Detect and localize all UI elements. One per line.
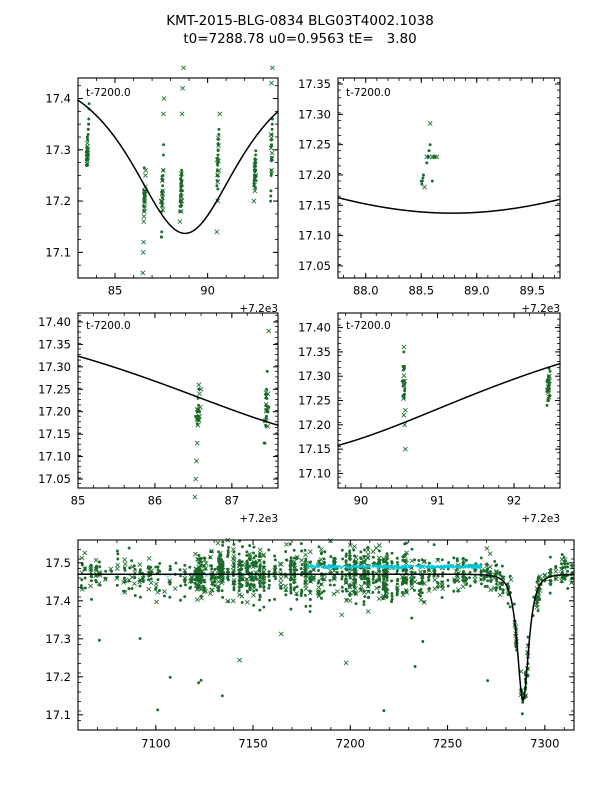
svg-text:17.25: 17.25: [298, 394, 331, 408]
axis-ticks: [77, 78, 278, 279]
model-curve: [337, 196, 561, 214]
panel-annotation: t-7200.0: [86, 320, 131, 332]
svg-text:17.3: 17.3: [45, 143, 71, 157]
axis-ticks: [338, 313, 561, 488]
svg-text:17.25: 17.25: [38, 382, 71, 396]
svg-text:17.40: 17.40: [298, 321, 331, 335]
svg-text:7250: 7250: [433, 737, 462, 751]
panel-annotation: t-7200.0: [346, 87, 391, 99]
svg-text:85: 85: [71, 494, 86, 508]
panel-top-left: 85 90 17.1 17.2 17.3 17.4 t-7200.0 +7.2e3: [0, 60, 300, 315]
svg-text:17.10: 17.10: [298, 229, 331, 243]
svg-text:7300: 7300: [530, 737, 559, 751]
x-offset-label: +7.2e3: [521, 303, 560, 315]
figure-title-line2: t0=7288.78 u0=0.9563 tE= 3.80: [183, 31, 417, 47]
axis-tick-labels: 85 90 17.1 17.2 17.3 17.4: [45, 92, 215, 298]
svg-text:17.20: 17.20: [38, 405, 71, 419]
svg-text:17.20: 17.20: [298, 418, 331, 432]
svg-text:92: 92: [507, 494, 522, 508]
panel-top-right: 88.0 88.5 89.0 89.5 17.05 17.10 17.15 17.20 17.2…: [298, 60, 600, 315]
svg-text:17.4: 17.4: [45, 92, 71, 106]
panel-annotation: t-7200.0: [346, 320, 391, 332]
panel-mid-left: 85 86 87 17.05 17.10 17.15 17.20 17.25 17.30 17.3…: [0, 295, 300, 535]
axis-tick-labels: 88.0 88.5 89.0 89.5 17.05 17.10 17.15 17.20 17.2…: [298, 77, 545, 297]
axis-ticks: [338, 78, 560, 278]
plot-background: [338, 78, 560, 278]
axis-tick-labels: 90 91 92 17.10 17.15 17.20 17.25 17.30 17.35 17.4…: [298, 321, 521, 508]
axes-frame: [77, 77, 279, 279]
axis-ticks: [77, 539, 574, 731]
svg-text:17.35: 17.35: [38, 337, 71, 351]
svg-text:17.05: 17.05: [38, 472, 71, 486]
svg-text:88.0: 88.0: [353, 284, 379, 298]
panel-mid-right: 90 91 92 17.10 17.15 17.20 17.25 17.30 17.35 17.4…: [298, 295, 600, 535]
svg-text:7150: 7150: [238, 737, 267, 751]
svg-text:17.3: 17.3: [45, 632, 71, 646]
svg-text:17.30: 17.30: [298, 369, 331, 383]
svg-text:17.25: 17.25: [298, 138, 331, 152]
plot-background: [78, 78, 278, 278]
svg-text:87: 87: [225, 494, 240, 508]
svg-text:17.10: 17.10: [298, 466, 331, 480]
data-series-green: [192, 328, 272, 500]
svg-text:17.35: 17.35: [298, 345, 331, 359]
x-offset-label: +7.2e3: [521, 513, 560, 525]
panel-bottom-plotarea: 7100 7150 7200 7250 7300 17.1 17.2 17.3 17.4 17.5: [45, 537, 575, 751]
svg-text:17.15: 17.15: [298, 198, 331, 212]
svg-text:17.05: 17.05: [298, 259, 331, 273]
svg-text:89.5: 89.5: [519, 284, 545, 298]
svg-text:17.30: 17.30: [298, 107, 331, 121]
data-series-green: [419, 121, 440, 190]
svg-text:7100: 7100: [141, 737, 170, 751]
model-curve: [77, 99, 279, 235]
panel-mid-left-plotarea: 85 86 87 17.05 17.10 17.15 17.20 17.25 17.30 17.3…: [38, 312, 279, 508]
svg-text:90: 90: [354, 494, 369, 508]
figure-title-line1: KMT-2015-BLG-0834 BLG03T4002.1038: [166, 13, 434, 29]
plot-background: [338, 313, 560, 488]
axes-frame: [77, 312, 279, 489]
axis-tick-labels: 85 86 87 17.05 17.10 17.15 17.20 17.25 17.30 17.3…: [38, 315, 239, 508]
svg-text:17.15: 17.15: [38, 427, 71, 441]
axis-tick-labels: 7100 7150 7200 7250 7300 17.1 17.2 17.3 17.4 17.5: [45, 556, 559, 750]
panel-annotation: t-7200.0: [86, 87, 131, 99]
data-series-green: [400, 344, 552, 452]
svg-text:17.1: 17.1: [45, 708, 71, 722]
svg-text:17.15: 17.15: [298, 442, 331, 456]
plot-background: [78, 313, 278, 488]
panel-bottom: 7100 7150 7200 7250 7300 17.1 17.2 17.3 17.4 17.5: [0, 525, 600, 800]
svg-text:17.2: 17.2: [45, 670, 71, 684]
svg-text:85: 85: [108, 284, 123, 298]
svg-text:86: 86: [148, 494, 163, 508]
panel-mid-right-plotarea: 90 91 92 17.10 17.15 17.20 17.25 17.30 17.35 17.4…: [298, 312, 561, 508]
axes-frame: [337, 77, 561, 279]
data-series-green: [84, 65, 275, 276]
svg-text:17.35: 17.35: [298, 77, 331, 91]
axis-ticks: [77, 313, 279, 488]
figure-title: KMT-2015-BLG-0834 BLG03T4002.1038 t0=728…: [0, 12, 600, 48]
svg-text:88.5: 88.5: [408, 284, 434, 298]
x-offset-label: +7.2e3: [239, 513, 278, 525]
svg-text:17.1: 17.1: [45, 245, 71, 259]
svg-text:7200: 7200: [336, 737, 365, 751]
model-curve: [77, 355, 279, 426]
model-curve: [337, 362, 561, 447]
panel-top-right-plotarea: 88.0 88.5 89.0 89.5 17.05 17.10 17.15 17.20 17.2…: [298, 77, 561, 298]
svg-text:91: 91: [430, 494, 445, 508]
svg-text:17.20: 17.20: [298, 168, 331, 182]
svg-text:89.0: 89.0: [464, 284, 490, 298]
model-curve: [77, 573, 575, 702]
svg-text:90: 90: [200, 284, 215, 298]
svg-text:17.40: 17.40: [38, 315, 71, 329]
x-offset-label: +7.2e3: [239, 303, 278, 315]
panel-top-left-plotarea: 85 90 17.1 17.2 17.3 17.4: [45, 65, 279, 298]
svg-text:17.2: 17.2: [45, 194, 71, 208]
svg-text:17.30: 17.30: [38, 360, 71, 374]
svg-text:17.5: 17.5: [45, 556, 71, 570]
svg-text:17.4: 17.4: [45, 594, 71, 608]
svg-text:17.10: 17.10: [38, 450, 71, 464]
